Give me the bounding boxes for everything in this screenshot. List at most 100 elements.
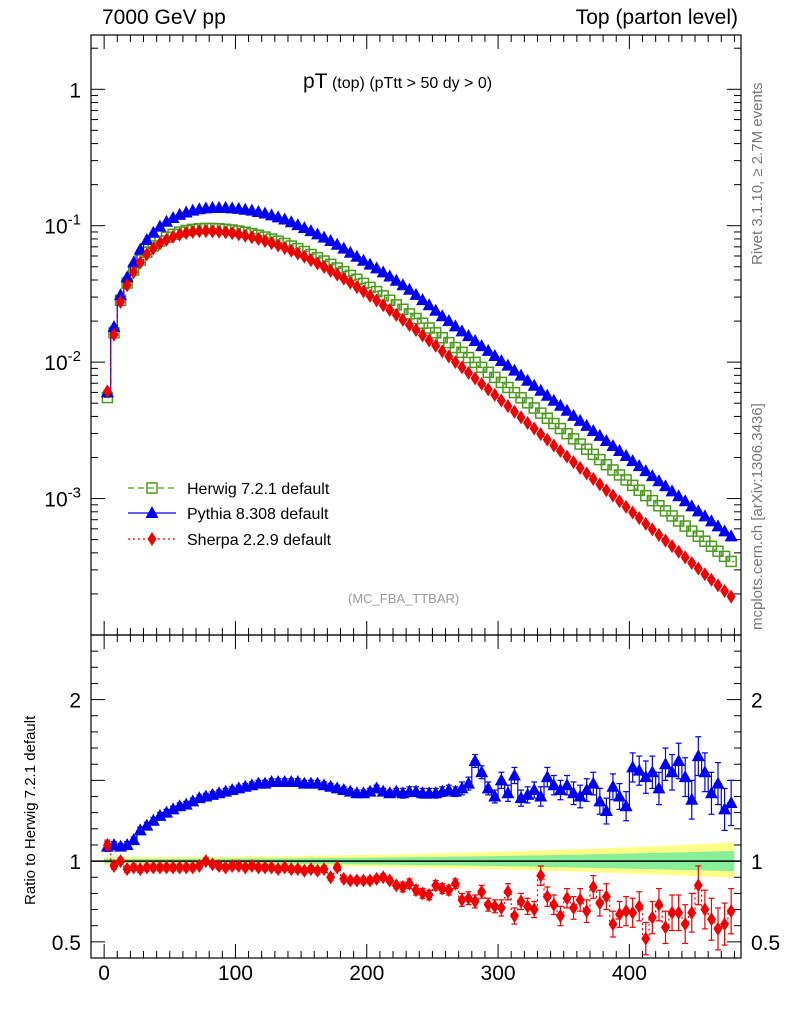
ratio-data-point bbox=[462, 776, 476, 789]
main-data-point bbox=[166, 210, 180, 223]
x-tick-label: 0 bbox=[98, 962, 110, 985]
ratio-data-point bbox=[678, 770, 692, 783]
ratio-data-point bbox=[240, 860, 250, 875]
ratio-data-point bbox=[273, 862, 283, 877]
ratio-data-point bbox=[713, 921, 723, 936]
ratio-data-point bbox=[536, 868, 546, 883]
main-data-point bbox=[501, 358, 515, 371]
main-data-point bbox=[706, 572, 716, 587]
ratio-data-point bbox=[490, 899, 500, 914]
ratio-data-point bbox=[260, 860, 270, 875]
main-data-point bbox=[162, 232, 172, 247]
ratio-data-point bbox=[168, 860, 178, 875]
main-data-point bbox=[227, 226, 237, 241]
main-data-point bbox=[693, 561, 703, 576]
main-data-point bbox=[660, 533, 670, 548]
ratio-data-point bbox=[619, 799, 633, 812]
analysis-watermark: (MC_FBA_TTBAR) bbox=[348, 591, 460, 606]
ratio-data-point bbox=[569, 900, 579, 915]
main-y-tick-label: 10-1 bbox=[44, 212, 81, 239]
ratio-data-point bbox=[608, 917, 618, 932]
main-data-point bbox=[363, 257, 377, 270]
main-data-point bbox=[549, 438, 559, 453]
main-data-point bbox=[718, 524, 732, 537]
plot-title: pT (top) (pTtt > 50 dy > 0) bbox=[303, 70, 492, 94]
ratio-data-point bbox=[685, 792, 699, 805]
ratio-data-point bbox=[221, 860, 231, 875]
main-data-point bbox=[615, 494, 625, 509]
main-data-point bbox=[127, 255, 141, 268]
x-tick-label: 300 bbox=[481, 962, 516, 985]
ratio-data-point bbox=[293, 862, 303, 877]
main-data-point bbox=[711, 519, 725, 532]
main-y-tick-label: 10-3 bbox=[44, 485, 81, 512]
ratio-data-point bbox=[704, 786, 718, 799]
ratio-data-point bbox=[280, 860, 290, 875]
main-data-point bbox=[464, 365, 474, 380]
legend-label-2: Sherpa 2.2.9 default bbox=[187, 532, 332, 549]
main-data-point bbox=[483, 382, 493, 397]
legend-label-0: Herwig 7.2.1 default bbox=[187, 481, 330, 498]
ratio-data-point bbox=[680, 917, 690, 932]
main-data-point bbox=[370, 261, 384, 274]
ratio-data-point bbox=[120, 837, 134, 850]
main-data-point bbox=[267, 236, 277, 251]
main-data-point bbox=[726, 589, 736, 604]
main-data-point bbox=[536, 427, 546, 442]
mcplots-reference-label: mcplots.cern.ch [arXiv:1306.3436] bbox=[749, 403, 766, 630]
ratio-data-point bbox=[645, 765, 659, 778]
ratio-data-point bbox=[253, 860, 263, 875]
ratio-data-point bbox=[475, 765, 489, 778]
main-data-point bbox=[122, 278, 132, 293]
main-data-point bbox=[330, 237, 344, 250]
ratio-y-axis-label: Ratio to Herwig 7.2.1 default bbox=[22, 715, 39, 905]
ratio-data-point bbox=[634, 899, 644, 914]
main-data-point bbox=[503, 399, 513, 414]
main-data-point bbox=[168, 229, 178, 244]
main-data-point bbox=[569, 455, 579, 470]
main-data-point bbox=[319, 260, 329, 275]
main-data-point bbox=[120, 270, 134, 283]
main-data-point bbox=[632, 459, 646, 472]
main-data-point bbox=[437, 344, 447, 359]
ratio-data-point bbox=[102, 837, 112, 852]
main-data-point bbox=[496, 393, 506, 408]
ratio-data-point bbox=[155, 860, 165, 875]
ratio-data-point bbox=[109, 858, 119, 873]
ratio-data-point bbox=[319, 862, 329, 877]
ratio-data-point bbox=[514, 791, 528, 804]
main-data-point bbox=[297, 221, 311, 234]
main-data-point bbox=[345, 275, 355, 290]
main-data-point bbox=[332, 267, 342, 282]
ratio-data-point bbox=[227, 858, 237, 873]
ratio-data-point bbox=[424, 888, 434, 903]
main-data-point bbox=[214, 224, 224, 239]
ratio-data-point bbox=[560, 778, 574, 791]
main-data-point bbox=[601, 483, 611, 498]
main-data-point bbox=[343, 245, 357, 258]
main-data-point bbox=[201, 224, 211, 239]
ratio-data-point bbox=[601, 889, 611, 904]
ratio-data-point bbox=[385, 873, 395, 888]
ratio-data-point bbox=[404, 876, 414, 891]
ratio-series-1 bbox=[102, 837, 736, 956]
ratio-data-point bbox=[573, 789, 587, 802]
main-data-point bbox=[720, 584, 730, 599]
main-data-point bbox=[129, 265, 139, 280]
ratio-data-point bbox=[133, 823, 147, 836]
process-label: Top (parton level) bbox=[575, 6, 738, 29]
main-data-point bbox=[188, 224, 198, 239]
ratio-data-point bbox=[549, 897, 559, 912]
main-data-point bbox=[260, 233, 270, 248]
ratio-data-point bbox=[652, 781, 666, 794]
main-data-point bbox=[240, 228, 250, 243]
main-data-point bbox=[324, 234, 338, 247]
ratio-data-point bbox=[542, 889, 552, 904]
main-data-point bbox=[685, 499, 699, 512]
main-data-point bbox=[153, 219, 167, 232]
main-data-point bbox=[358, 284, 368, 299]
ratio-data-point bbox=[450, 876, 460, 891]
main-data-point bbox=[542, 432, 552, 447]
ratio-data-point bbox=[613, 789, 627, 802]
main-data-point bbox=[142, 247, 152, 262]
